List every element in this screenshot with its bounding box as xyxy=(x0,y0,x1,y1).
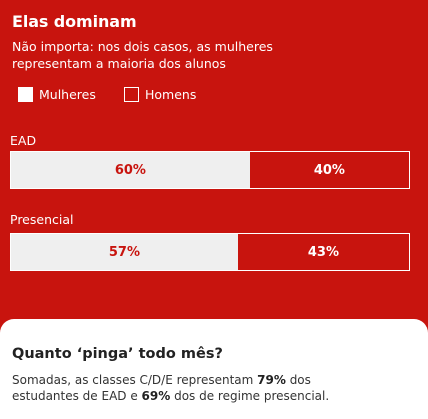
legend-swatch-mulheres xyxy=(18,86,33,102)
info-card: Quanto ‘pinga’ todo mês? Somadas, as cla… xyxy=(0,319,428,419)
info-highlight-2: 69% xyxy=(141,389,171,403)
legend-swatch-homens xyxy=(124,86,139,102)
info-text-3: dos de regime presencial. xyxy=(170,389,330,403)
legend-item-mulheres: Mulheres xyxy=(18,85,96,103)
data-label-homens-presencial: 43% xyxy=(307,244,339,260)
info-text-1: Somadas, as classes C/D/E representam xyxy=(12,373,258,387)
category-label-ead: EAD xyxy=(10,133,37,148)
bar-segment-mulheres-presencial: 57% xyxy=(11,234,238,270)
bar-segment-mulheres-ead: 60% xyxy=(11,152,250,188)
info-highlight-1: 79% xyxy=(257,373,286,387)
info-title: Quanto ‘pinga’ todo mês? xyxy=(12,346,223,362)
chart-title: Elas dominam xyxy=(12,12,137,31)
legend-label-mulheres: Mulheres xyxy=(39,86,96,102)
info-text: Somadas, as classes C/D/E representam 79… xyxy=(12,372,332,404)
bar-segment-homens-presencial: 43% xyxy=(237,234,409,270)
legend-item-homens: Homens xyxy=(124,85,196,103)
bar-segment-homens-ead: 40% xyxy=(249,152,409,188)
chart-subtitle: Não importa: nos dois casos, as mulheres… xyxy=(12,39,273,71)
category-label-presencial: Presencial xyxy=(10,212,74,227)
bar-ead: 60% 40% xyxy=(10,151,410,189)
bar-presencial: 57% 43% xyxy=(10,233,410,271)
data-label-homens-ead: 40% xyxy=(313,162,345,178)
data-label-mulheres-presencial: 57% xyxy=(108,244,140,260)
data-label-mulheres-ead: 60% xyxy=(114,162,146,178)
legend-label-homens: Homens xyxy=(145,86,197,102)
